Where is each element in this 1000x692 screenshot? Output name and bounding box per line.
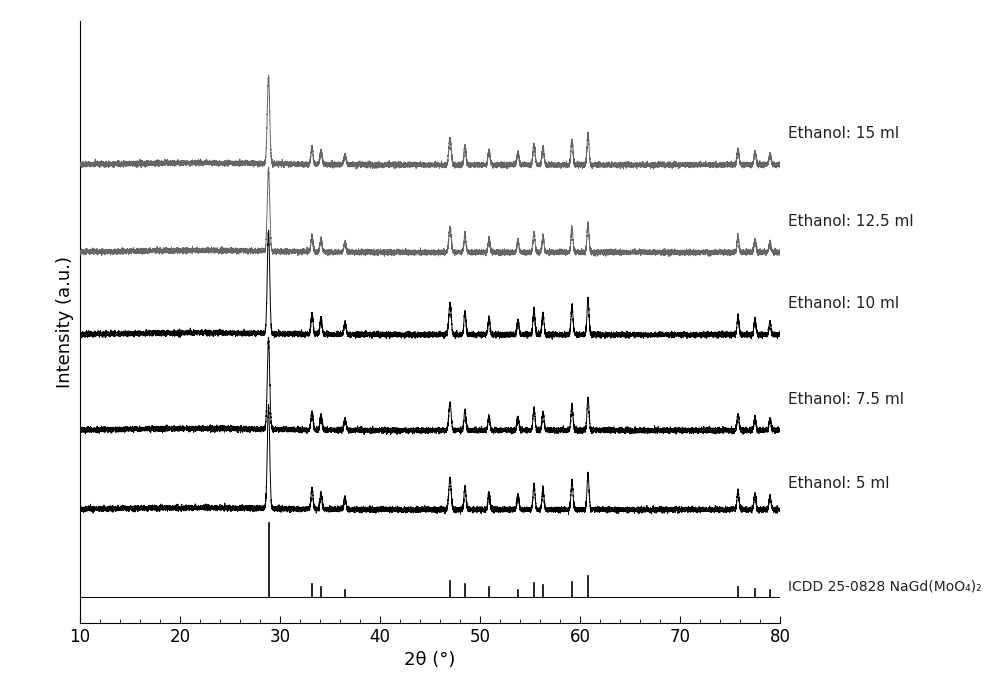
Y-axis label: Intensity (a.u.): Intensity (a.u.) <box>56 256 74 388</box>
Text: ICDD 25-0828 NaGd(MoO₄)₂: ICDD 25-0828 NaGd(MoO₄)₂ <box>788 580 982 594</box>
Text: Ethanol: 7.5 ml: Ethanol: 7.5 ml <box>788 392 904 407</box>
Text: Ethanol: 15 ml: Ethanol: 15 ml <box>788 127 899 141</box>
Text: Ethanol: 10 ml: Ethanol: 10 ml <box>788 296 899 311</box>
X-axis label: 2θ (°): 2θ (°) <box>404 651 456 669</box>
Text: Ethanol: 12.5 ml: Ethanol: 12.5 ml <box>788 214 914 229</box>
Text: Ethanol: 5 ml: Ethanol: 5 ml <box>788 476 890 491</box>
